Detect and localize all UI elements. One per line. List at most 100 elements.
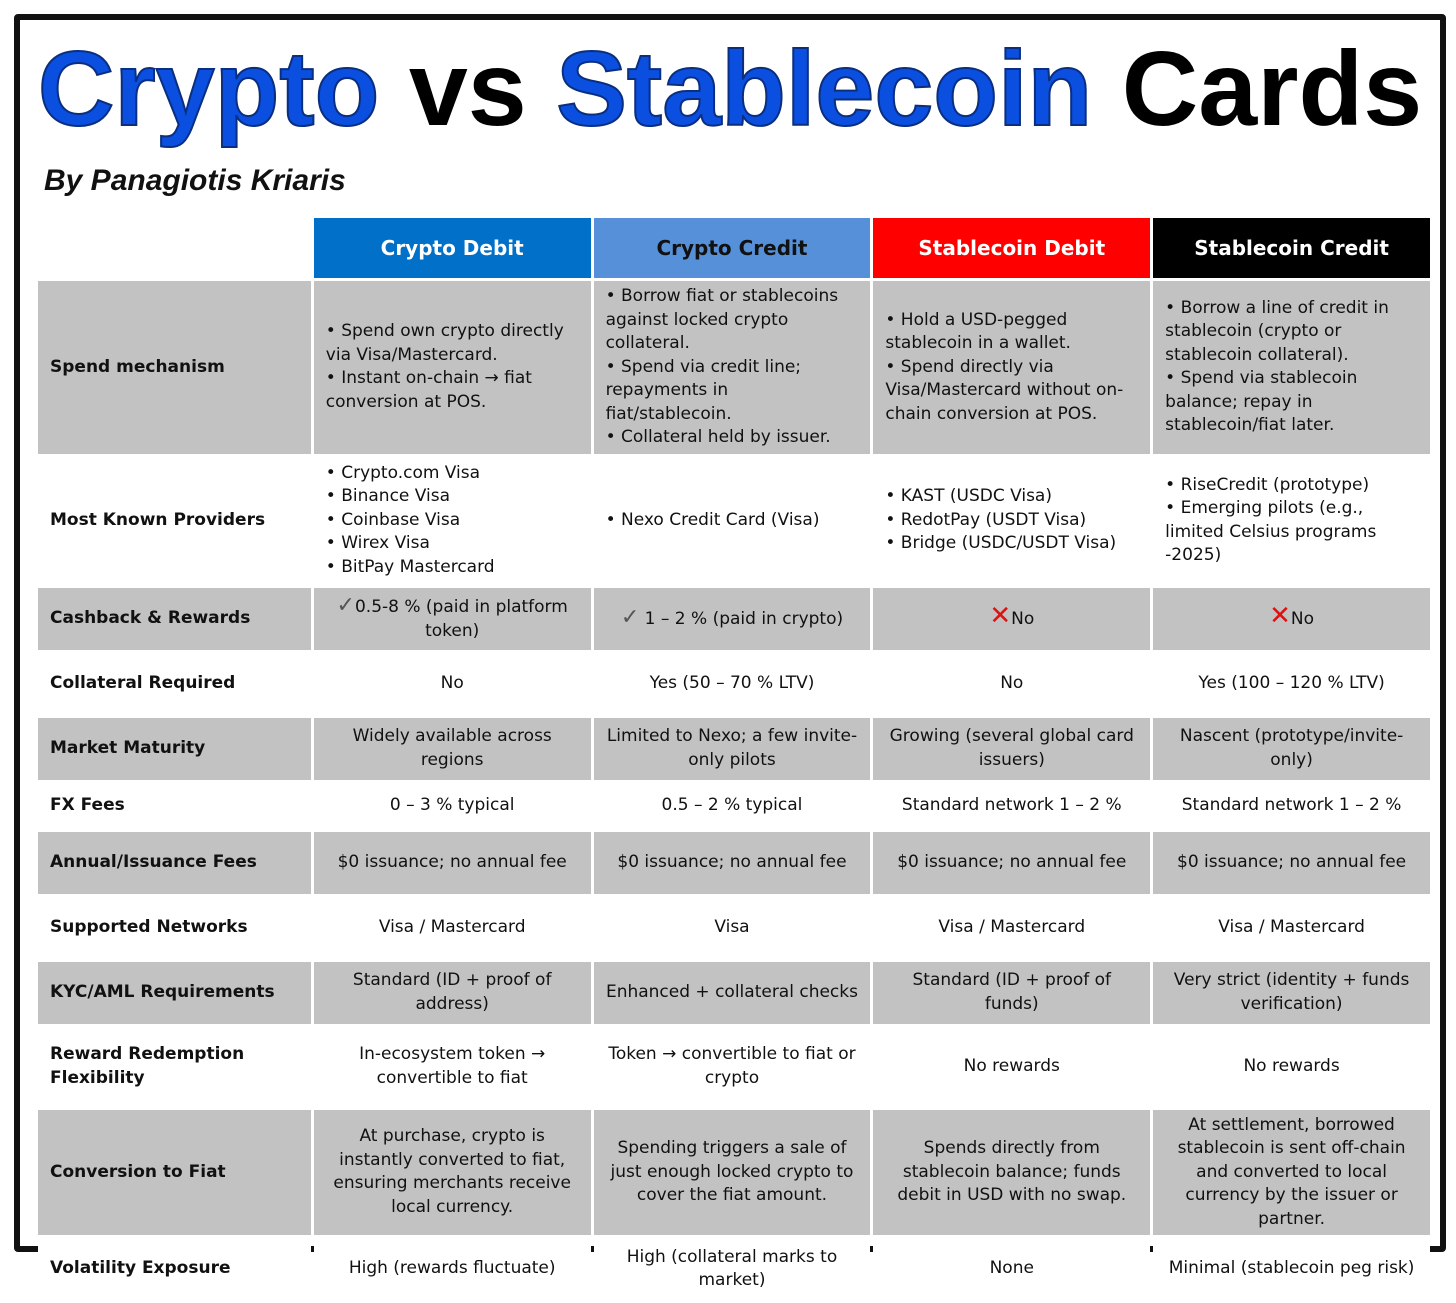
cell-text: Enhanced + collateral checks — [605, 981, 858, 1002]
table-cell: • RiseCredit (prototype) • Emerging pilot… — [1153, 456, 1430, 585]
table-row: FX Fees 0 – 3 % typical 0.5 – 2 % typical S… — [38, 782, 1430, 829]
bullet-item: • Spend via credit line; repayments in f… — [605, 356, 802, 424]
table-row: Market Maturity Widely available across r… — [38, 717, 1430, 780]
table-cell: High (rewards fluctuate) — [313, 1238, 591, 1300]
cell-text: Visa / Mastercard — [938, 916, 1086, 937]
bullet-item: • Spend via stablecoin balance; repay in… — [1165, 368, 1358, 436]
cell-text: No — [1011, 609, 1035, 630]
cell-text: Minimal (stablecoin peg risk) — [1168, 1258, 1415, 1279]
title-word-vs: vs — [408, 30, 527, 148]
table-cell: At settlement, borrowed stablecoin is se… — [1153, 1109, 1430, 1235]
cell-text: $0 issuance; no annual fee — [1177, 851, 1407, 872]
cell-text: Very strict (identity + funds verificati… — [1173, 970, 1410, 1014]
header-stablecoin-debit: Stablecoin Debit — [873, 218, 1151, 278]
bullet-item: • Hold a USD-pegged stablecoin in a wall… — [885, 309, 1071, 354]
table-row: Spend mechanism • Spend own crypto direct… — [38, 281, 1430, 454]
table-cell: Visa / Mastercard — [873, 896, 1151, 959]
cross-icon: ✕ — [1269, 601, 1291, 632]
title-word-crypto: Crypto — [37, 30, 381, 148]
comparison-table-wrapper: Crypto Debit Crypto Credit Stablecoin De… — [35, 215, 1433, 1303]
row-label: Spend mechanism — [38, 281, 311, 454]
cell-text: 1 – 2 % (paid in crypto) — [639, 608, 844, 629]
table-cell: Very strict (identity + funds verificati… — [1153, 961, 1430, 1024]
header-stablecoin-credit: Stablecoin Credit — [1153, 218, 1430, 278]
table-cell: Spending triggers a sale of just enough … — [593, 1109, 871, 1235]
title-word-cards: Cards — [1121, 30, 1423, 148]
bullet-item: • Instant on-chain → fiat conversion at … — [325, 368, 532, 412]
row-label: Cashback & Rewards — [38, 587, 311, 650]
bullet-item: • Nexo Credit Card (Visa) — [605, 509, 820, 530]
bullet-item: • Wirex Visa — [325, 533, 430, 554]
table-cell: In-ecosystem token → convertible to fiat — [313, 1026, 591, 1107]
table-cell: Visa — [593, 896, 871, 959]
table-cell: Yes (50 – 70 % LTV) — [593, 652, 871, 715]
table-cell: No — [873, 652, 1151, 715]
table-cell: • KAST (USDC Visa) • RedotPay (USDT Visa)… — [873, 456, 1151, 585]
table-row: KYC/AML Requirements Standard (ID + proof… — [38, 961, 1430, 1024]
cell-text: Token → convertible to fiat or crypto — [608, 1044, 856, 1088]
bullet-item: • RiseCredit (prototype) — [1165, 474, 1370, 495]
table-cell: $0 issuance; no annual fee — [313, 831, 591, 894]
bullet-item: • Coinbase Visa — [325, 509, 461, 530]
table-row: Reward Redemption Flexibility In-ecosyste… — [38, 1026, 1430, 1107]
table-cell: 0.5 – 2 % typical — [593, 782, 871, 829]
cell-text: Standard network 1 – 2 % — [1181, 794, 1402, 815]
row-label: Reward Redemption Flexibility — [38, 1026, 311, 1107]
cell-text: No — [440, 672, 464, 693]
cell-text: None — [989, 1258, 1034, 1279]
cell-text: $0 issuance; no annual fee — [897, 851, 1127, 872]
cell-text: Visa / Mastercard — [1218, 916, 1365, 937]
cell-text: Standard (ID + proof of funds) — [912, 970, 1112, 1014]
header-crypto-credit: Crypto Credit — [593, 218, 871, 278]
bullet-item: • Borrow a line of credit in stablecoin … — [1165, 297, 1389, 365]
table-cell: Standard (ID + proof of address) — [313, 961, 591, 1024]
table-body: Spend mechanism • Spend own crypto direct… — [38, 281, 1430, 1300]
table-cell: At purchase, crypto is instantly convert… — [313, 1109, 591, 1235]
cell-text: Nascent (prototype/invite-only) — [1179, 726, 1404, 770]
cell-text: High (rewards fluctuate) — [348, 1258, 556, 1279]
cell-text: In-ecosystem token → convertible to fiat — [359, 1044, 546, 1088]
cell-text: Yes (50 – 70 % LTV) — [649, 672, 815, 693]
table-cell: ✓0.5-8 % (paid in platform token) — [313, 587, 591, 650]
row-label: Market Maturity — [38, 717, 311, 780]
infographic-frame: Crypto vs Stablecoin Cards By Panagiotis… — [14, 14, 1446, 1300]
bullet-item: • Emerging pilots (e.g., limited Celsius… — [1165, 498, 1377, 565]
table-cell: Minimal (stablecoin peg risk) — [1153, 1238, 1430, 1300]
check-icon: ✓ — [620, 604, 640, 630]
row-label: Supported Networks — [38, 896, 311, 959]
bullet-item: • Borrow fiat or stablecoins against loc… — [605, 286, 839, 353]
table-cell: Growing (several global card issuers) — [873, 717, 1151, 780]
table-cell: ✕No — [873, 587, 1151, 650]
table-cell: Visa / Mastercard — [1153, 896, 1430, 959]
title-word-stablecoin: Stablecoin — [555, 30, 1093, 148]
table-cell: • Borrow fiat or stablecoins against loc… — [593, 281, 871, 454]
cell-text: 0.5-8 % (paid in platform token) — [354, 597, 568, 641]
cell-text: At settlement, borrowed stablecoin is se… — [1177, 1114, 1406, 1229]
row-label: Volatility Exposure — [38, 1238, 311, 1300]
table-cell: ✓ 1 – 2 % (paid in crypto) — [593, 587, 871, 650]
table-cell: • Borrow a line of credit in stablecoin … — [1153, 281, 1430, 454]
row-label: Most Known Providers — [38, 456, 311, 585]
table-cell: Token → convertible to fiat or crypto — [593, 1026, 871, 1107]
bullet-item: • RedotPay (USDT Visa) — [885, 509, 1087, 530]
cell-text: 0 – 3 % typical — [389, 794, 515, 815]
table-cell: • Crypto.com Visa • Binance Visa • Coinbas… — [313, 456, 591, 585]
cell-text: Spends directly from stablecoin balance;… — [897, 1138, 1127, 1205]
cell-text: Yes (100 – 120 % LTV) — [1198, 672, 1385, 693]
table-cell: Spends directly from stablecoin balance;… — [873, 1109, 1151, 1235]
header-blank — [38, 218, 311, 278]
table-cell: Nascent (prototype/invite-only) — [1153, 717, 1430, 780]
check-icon: ✓ — [336, 593, 355, 618]
table-cell: Standard (ID + proof of funds) — [873, 961, 1151, 1024]
row-label: Annual/Issuance Fees — [38, 831, 311, 894]
cell-text: High (collateral marks to market) — [626, 1246, 838, 1291]
bullet-item: • Crypto.com Visa — [325, 462, 481, 483]
table-cell: $0 issuance; no annual fee — [873, 831, 1151, 894]
row-label: Collateral Required — [38, 652, 311, 715]
cross-icon: ✕ — [989, 601, 1012, 632]
table-cell: High (collateral marks to market) — [593, 1238, 871, 1300]
cell-text: Standard (ID + proof of address) — [352, 970, 552, 1014]
table-cell: • Hold a USD-pegged stablecoin in a wall… — [873, 281, 1151, 454]
table-cell: Standard network 1 – 2 % — [1153, 782, 1430, 829]
row-label: FX Fees — [38, 782, 311, 829]
